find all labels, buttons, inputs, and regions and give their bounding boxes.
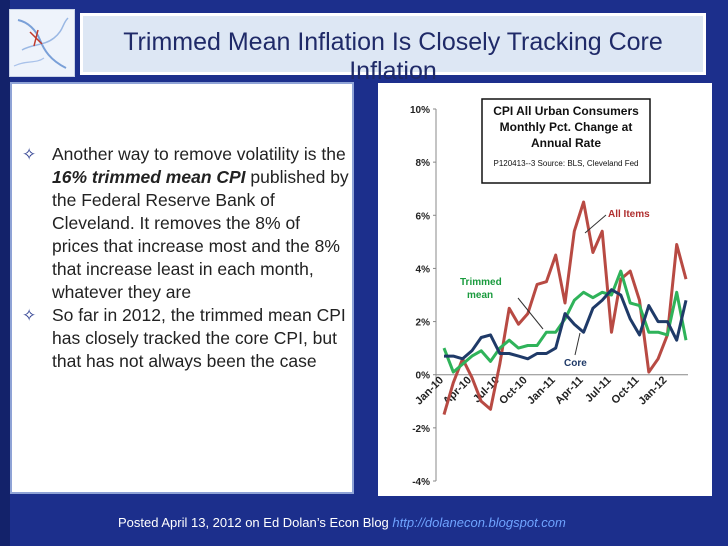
series-line: [442, 200, 688, 416]
y-tick-label: 4%: [416, 264, 431, 275]
y-tick-label: 8%: [416, 158, 431, 169]
x-tick-label: Jul-11: [583, 374, 614, 405]
logo-map-image: [9, 9, 75, 77]
annotation-arrow: [584, 214, 607, 234]
blog-link[interactable]: http://dolanecon.blogspot.com: [392, 515, 566, 530]
diamond-bullet-icon: ✧: [22, 306, 37, 325]
bullet-list: ✧ Another way to remove volatility is th…: [14, 143, 350, 373]
cpi-line-chart: 10%8%6%4%2%0%-2%-4%Jan-10Apr-10Jul-10Oct…: [410, 98, 688, 488]
annotation-all-items: All Items: [608, 209, 650, 220]
chart-source-text: P120413--3 Source: BLS, Cleveland Fed: [494, 159, 639, 168]
page-title: Trimmed Mean Inflation Is Closely Tracki…: [123, 28, 663, 85]
bullet-text: published by the Federal Reserve Bank of…: [52, 167, 349, 302]
text-panel: [10, 82, 354, 494]
footer: Posted April 13, 2012 on Ed Dolan’s Econ…: [118, 515, 566, 530]
series-line: [444, 288, 688, 361]
footer-text: Posted April 13, 2012 on Ed Dolan’s Econ…: [118, 515, 389, 530]
bullet-emphasis: 16% trimmed mean CPI: [52, 167, 246, 187]
y-tick-label: 2%: [416, 318, 431, 329]
x-tick-label: Apr-11: [553, 374, 586, 407]
bullet-text: Another way to remove volatility is the: [52, 144, 346, 164]
y-tick-label: 10%: [410, 105, 430, 116]
chart-title-box: [481, 98, 651, 184]
bullet-item: ✧ Another way to remove volatility is th…: [14, 143, 350, 304]
chart-title-line: CPI All Urban Consumers: [493, 104, 639, 118]
x-tick-label: Jan-12: [636, 374, 669, 407]
annotation-trimmed: Trimmed: [460, 277, 502, 288]
bullet-text: So far in 2012, the trimmed mean CPI has…: [52, 305, 346, 371]
chart-panel: 10% 8% 6% 4% 2% 0% -2% -4% Jan-10 Apr-10 Jul-10 Oct…: [378, 83, 712, 496]
annotation-trimmed: mean: [467, 290, 493, 301]
x-tick-label: Oct-11: [609, 374, 641, 406]
x-tick-label: Oct-10: [497, 374, 530, 407]
annotation-core: Core: [564, 358, 587, 369]
y-tick-label: 6%: [416, 211, 431, 222]
y-tick-label: -4%: [412, 477, 430, 488]
y-tick-label: 0%: [416, 371, 431, 382]
chart-title-line: Annual Rate: [531, 136, 601, 150]
x-tick-label: Jan-11: [525, 374, 558, 407]
title-box: Trimmed Mean Inflation Is Closely Tracki…: [80, 13, 706, 85]
y-tick-label: -2%: [412, 424, 430, 435]
annotation-arrow: [517, 297, 544, 330]
x-tick-label: Apr-10: [441, 374, 474, 407]
annotation-arrow: [574, 332, 581, 356]
left-accent-band: [0, 0, 10, 546]
diamond-bullet-icon: ✧: [22, 145, 37, 164]
chart-title-line: Monthly Pct. Change at: [500, 120, 633, 134]
bullet-item: ✧ So far in 2012, the trimmed mean CPI h…: [14, 304, 350, 373]
